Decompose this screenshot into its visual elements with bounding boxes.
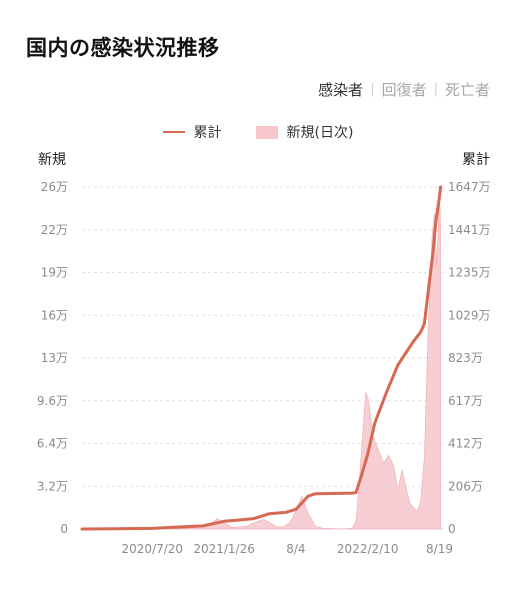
left-tick-label: 6.4万: [37, 437, 68, 451]
legend-item-cumulative[interactable]: 累計: [162, 122, 222, 142]
left-tick-label: 16万: [41, 308, 68, 322]
tab-divider: |: [433, 82, 438, 97]
cumulative-line-path: [80, 185, 443, 531]
right-tick-label: 1441万: [448, 223, 491, 237]
left-tick-label: 0: [60, 522, 68, 536]
right-tick-label: 1647万: [448, 180, 491, 194]
right-tick-label: 823万: [448, 351, 483, 365]
x-tick-label: 2022/2/10: [337, 542, 399, 556]
cumulative-line: [80, 185, 443, 531]
right-tick-label: 412万: [448, 437, 483, 451]
x-tick-label: 8/19: [426, 542, 453, 556]
new-cases-area: [81, 193, 441, 530]
tab-divider: |: [370, 82, 375, 97]
page-title: 国内の感染状況推移: [26, 36, 220, 60]
tab-infected[interactable]: 感染者: [318, 81, 364, 99]
right-tick-label: 1029万: [448, 308, 491, 322]
tab-deaths[interactable]: 死亡者: [444, 81, 490, 99]
legend-bar-swatch: [255, 125, 278, 139]
right-tick-label: 206万: [448, 479, 483, 493]
new-cases-area-shape: [81, 193, 441, 530]
left-tick-label: 13万: [41, 351, 68, 365]
right-tick-label: 617万: [448, 394, 483, 408]
right-tick-label: 0: [448, 522, 456, 536]
right-axis-title: 累計: [462, 152, 490, 168]
right-tick-label: 1235万: [448, 266, 491, 280]
legend-label-cumulative: 累計: [193, 125, 222, 141]
x-tick-label: 2020/7/20: [122, 542, 184, 556]
right-axis-ticks: 0 206万 412万 617万 823万 1029万 1235万 1441万 1647万: [448, 180, 491, 536]
left-axis-ticks: 0 3.2万 6.4万 9.6万 13万 16万 19万 22万 26万: [37, 180, 68, 536]
x-tick-label: 8/4: [286, 542, 305, 556]
left-tick-label: 9.6万: [37, 394, 68, 408]
metric-tabs: 感染者 | 回復者 | 死亡者: [318, 79, 490, 100]
left-tick-label: 19万: [41, 266, 68, 280]
left-tick-label: 26万: [41, 180, 68, 194]
legend-label-new: 新規(日次): [286, 125, 354, 141]
tab-recovered[interactable]: 回復者: [381, 81, 427, 99]
legend-item-new[interactable]: 新規(日次): [255, 122, 354, 142]
x-tick-label: 2021/1/26: [193, 542, 255, 556]
chart-legend: 累計 新規(日次): [0, 122, 516, 142]
left-axis-title: 新規: [38, 152, 66, 168]
left-tick-label: 22万: [41, 223, 68, 237]
left-tick-label: 3.2万: [37, 479, 68, 493]
x-axis-ticks: 2020/7/20 2021/1/26 8/4 2022/2/10 8/19: [122, 542, 453, 556]
legend-line-swatch: [162, 131, 185, 133]
